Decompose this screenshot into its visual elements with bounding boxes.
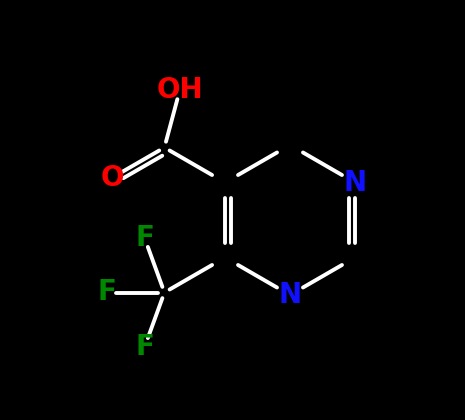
Text: OH: OH — [157, 76, 203, 104]
Text: F: F — [98, 278, 116, 307]
Text: O: O — [101, 163, 124, 192]
Text: F: F — [135, 333, 154, 360]
Text: F: F — [135, 224, 154, 252]
Text: N: N — [279, 281, 302, 309]
Text: N: N — [343, 168, 366, 197]
